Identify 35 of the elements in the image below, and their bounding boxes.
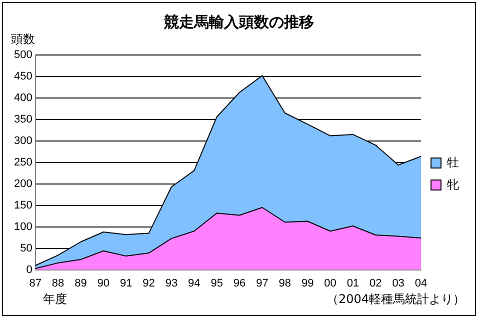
- x-tick-label: 00: [324, 277, 336, 290]
- x-tick-label: 94: [188, 277, 200, 290]
- legend-label: 牝: [447, 177, 459, 192]
- x-tick-label: 88: [52, 277, 64, 290]
- x-tick-label: 99: [301, 277, 314, 290]
- y-tick-label: 100: [14, 220, 32, 233]
- x-tick-label: 04: [414, 277, 428, 290]
- y-axis-title: 頭数: [11, 31, 35, 48]
- x-tick-label: 01: [346, 277, 360, 290]
- y-tick-label: 350: [14, 113, 32, 126]
- x-tick-label: 91: [120, 277, 132, 290]
- x-tick-label: 97: [256, 277, 268, 290]
- x-tick-label: 90: [97, 277, 110, 290]
- y-tick-label: 50: [20, 242, 32, 254]
- x-tick-label: 89: [74, 277, 87, 290]
- text: （2004軽種馬統計より）: [326, 291, 465, 308]
- x-tick-label: 95: [210, 277, 223, 290]
- chart-title: 競走馬輸入頭数の推移: [162, 13, 315, 32]
- y-tick-label: 200: [14, 178, 32, 190]
- x-tick-label: 03: [392, 277, 404, 290]
- x-tick-label: 98: [278, 277, 292, 290]
- y-tick-label: 250: [14, 156, 32, 168]
- x-tick-label: 96: [233, 277, 246, 290]
- y-tick-label: 150: [14, 199, 32, 212]
- x-axis-title: 年度: [43, 291, 67, 308]
- legend-label: 牡: [447, 155, 459, 170]
- x-tick-label: 92: [142, 277, 155, 290]
- x-tick-label: 93: [165, 277, 178, 290]
- y-tick-label: 400: [14, 92, 32, 104]
- y-tick-label: 500: [14, 49, 32, 62]
- y-tick-label: 300: [14, 134, 32, 147]
- y-tick-label: 0: [26, 264, 32, 276]
- x-tick-label: 87: [29, 277, 42, 290]
- y-tick-label: 450: [14, 70, 32, 83]
- x-tick-label: 02: [370, 277, 382, 290]
